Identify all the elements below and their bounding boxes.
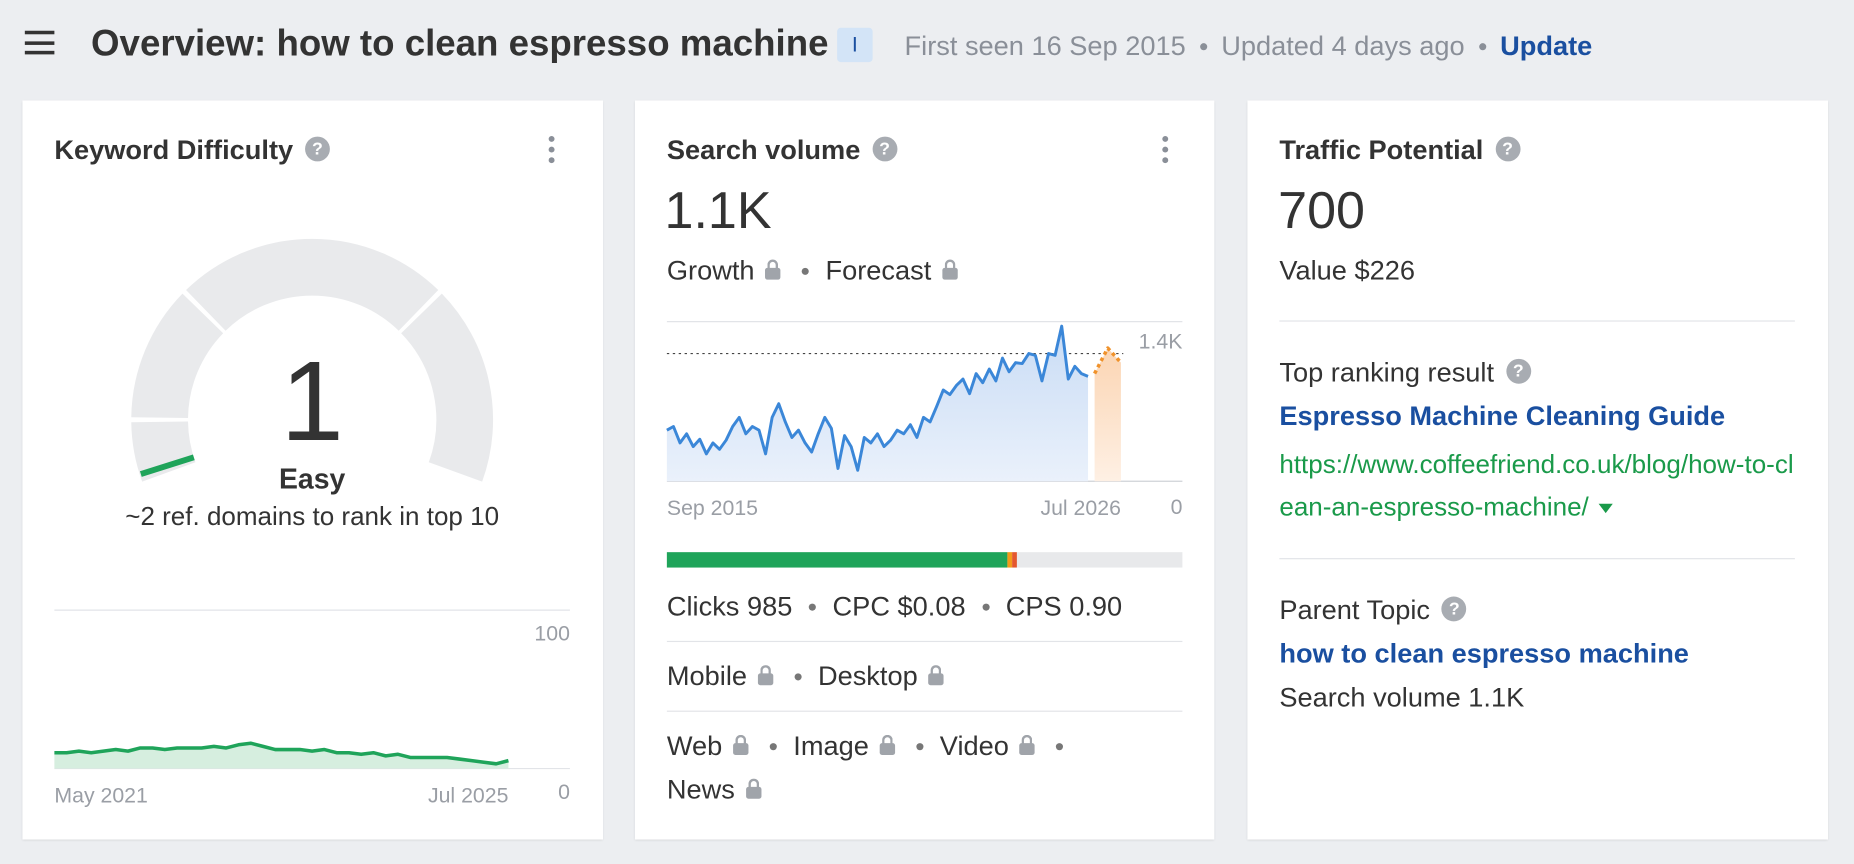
top-result-url-wrap: https://www.coffeefriend.co.uk/blog/how-…: [1279, 443, 1799, 528]
stats-row: Clicks 985 CPC $0.08 CPS 0.90: [667, 591, 1122, 623]
click-segment: [1007, 552, 1013, 568]
metrics-row: Growth Forecast: [667, 255, 962, 287]
more-menu[interactable]: [548, 146, 555, 153]
card-title: Keyword Difficulty: [54, 134, 294, 165]
help-icon[interactable]: [1505, 358, 1531, 384]
serp-type: News: [666, 773, 735, 805]
gauge-segment: [131, 293, 224, 419]
device: Desktop: [817, 660, 918, 692]
serp-type: Web: [666, 730, 723, 761]
divider: [1279, 558, 1795, 560]
y-tick-label: 1.4K: [1139, 330, 1183, 354]
device: Mobile: [666, 660, 747, 692]
stat: Clicks 985: [666, 590, 793, 622]
forecast-line: [1093, 346, 1123, 375]
help-icon[interactable]: [304, 136, 330, 162]
volume-value: 1.1K: [664, 182, 772, 241]
update-link[interactable]: Update: [1500, 30, 1593, 61]
page-title: Overview: how to clean espresso machine: [91, 22, 829, 64]
top-result-link[interactable]: Espresso Machine Cleaning Guide: [1279, 400, 1726, 431]
gauge-segment: [186, 238, 439, 332]
area-fill: [1094, 348, 1121, 482]
help-icon[interactable]: [872, 136, 898, 162]
section-title: Top ranking result: [1279, 356, 1495, 388]
first-seen: First seen 16 Sep 2015: [904, 30, 1186, 61]
card-title: Traffic Potential: [1279, 134, 1484, 165]
x-label: Sep 2015: [666, 496, 759, 520]
area-fill: [666, 326, 1089, 482]
help-icon[interactable]: [1495, 136, 1521, 162]
menu-button[interactable]: [24, 30, 55, 55]
kd-card: [22, 100, 604, 840]
kd-score: 1: [280, 338, 344, 465]
serp-type: Image: [793, 730, 869, 761]
click-segment: [1012, 552, 1018, 568]
card-title-wrap: Traffic Potential: [1279, 134, 1521, 166]
more-menu[interactable]: [1162, 146, 1169, 153]
section-title-wrap: Parent Topic: [1279, 594, 1467, 626]
traffic-card: [1247, 100, 1828, 840]
devices-row: Mobile Desktop: [667, 660, 949, 692]
help-icon[interactable]: [1441, 596, 1467, 622]
kd-line: [54, 741, 509, 766]
serp-row: Web Image Video: [667, 730, 1080, 762]
stat: CPC $0.08: [832, 590, 966, 622]
section-title: Parent Topic: [1279, 594, 1431, 625]
gauge-indicator: [139, 454, 195, 477]
section-title-wrap: Top ranking result: [1279, 356, 1531, 388]
click-bar: [666, 552, 1183, 568]
traffic-value: 700: [1278, 182, 1365, 241]
serp-row: News: [667, 774, 766, 806]
volume-line: [666, 324, 1089, 472]
x-label: Jul 2026: [1040, 496, 1121, 520]
gauge-segment: [131, 420, 196, 482]
card-title-wrap: Keyword Difficulty: [54, 134, 330, 166]
y-tick-label: 0: [1171, 495, 1183, 519]
serp-type: Video: [939, 730, 1009, 761]
divider: [1279, 320, 1795, 322]
parent-volume: Search volume 1.1K: [1279, 681, 1525, 713]
y-tick-label: 100: [534, 622, 569, 646]
metric: Forecast: [825, 254, 932, 286]
traffic-usd: Value $226: [1279, 254, 1415, 286]
updated: Updated 4 days ago: [1221, 30, 1465, 61]
stat: CPS 0.90: [1005, 590, 1123, 622]
kd-note: ~2 ref. domains to rank in top 10: [125, 501, 500, 531]
gauge-segment: [400, 293, 494, 482]
metric: Growth: [666, 254, 755, 286]
x-label: May 2021: [54, 783, 148, 807]
divider: [666, 710, 1183, 712]
meta-info: First seen 16 Sep 2015 Updated 4 days ago…: [905, 30, 1593, 62]
parent-topic-link[interactable]: how to clean espresso machine: [1279, 637, 1689, 669]
card-title-wrap: Search volume: [666, 134, 898, 166]
click-segment: [666, 552, 1008, 568]
y-tick-label: 0: [558, 780, 570, 804]
intent-badge: I: [837, 27, 873, 63]
card-title: Search volume: [666, 134, 861, 165]
divider: [666, 640, 1183, 643]
dropdown-caret[interactable]: [1598, 503, 1613, 514]
top-result-url[interactable]: https://www.coffeefriend.co.uk/blog/how-…: [1279, 449, 1794, 522]
x-label: Jul 2025: [427, 783, 509, 807]
kd-label: Easy: [279, 463, 346, 496]
